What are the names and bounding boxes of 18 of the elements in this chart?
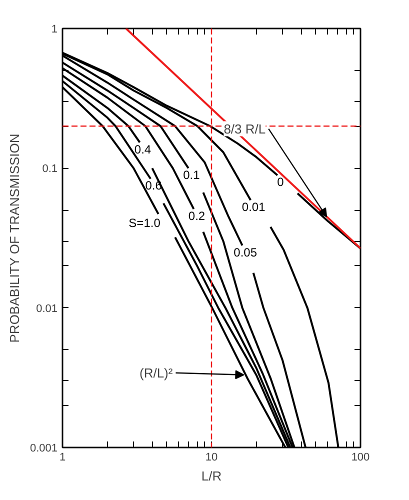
annotation: 8/3 R/L <box>224 121 266 136</box>
x-tick-label: 10 <box>205 452 218 464</box>
series-label: 0 <box>277 175 284 190</box>
series-label: 0.05 <box>234 245 258 260</box>
series-label: 0.01 <box>242 200 266 214</box>
series-label: 0.1 <box>183 168 200 182</box>
x-axis-title: L/R <box>201 468 222 484</box>
y-tick-label: 0.001 <box>30 442 58 454</box>
series-label: 0.2 <box>188 209 206 224</box>
series-label: 0.4 <box>134 142 152 156</box>
x-tick-label: 1 <box>59 452 66 464</box>
y-tick-label: 1 <box>51 24 58 36</box>
y-axis-title: PROBABILITY OF TRANSMISSION <box>6 134 22 343</box>
y-tick-label: 0.1 <box>42 163 58 176</box>
y-tick-label: 0.01 <box>36 302 58 315</box>
series-label: S=1.0 <box>128 216 161 230</box>
annotation: (R/L)² <box>139 365 174 380</box>
x-tick-label: 100 <box>351 452 370 464</box>
